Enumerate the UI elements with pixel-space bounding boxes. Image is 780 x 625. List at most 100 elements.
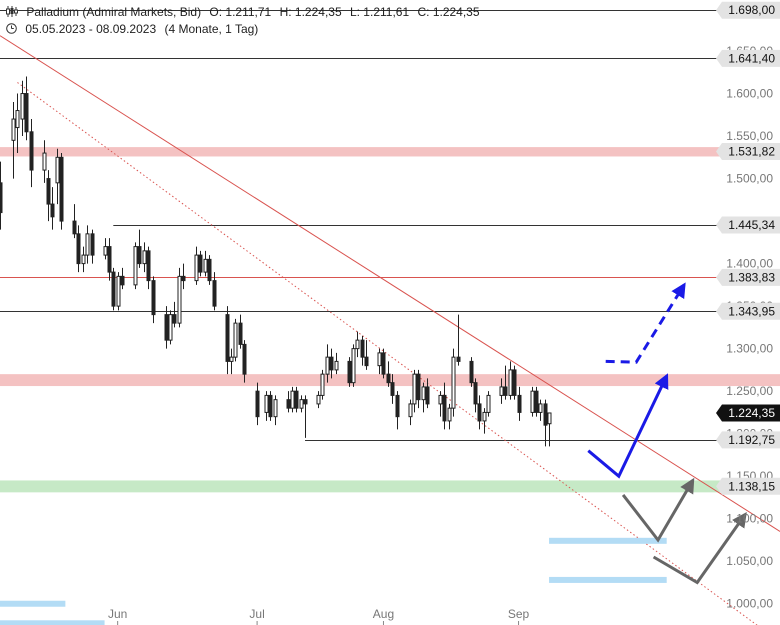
candle-body-down xyxy=(207,258,212,282)
candle xyxy=(198,250,203,277)
candle xyxy=(538,399,543,421)
candle-body-up xyxy=(81,254,86,265)
y-tick-label: 1.000,00 xyxy=(726,597,773,611)
candle-body-down xyxy=(381,352,386,375)
candle-body-down xyxy=(512,369,517,396)
y-tick-label: 1.050,00 xyxy=(726,554,773,568)
candle xyxy=(264,391,269,421)
candle-body-down xyxy=(0,182,3,214)
candle-body-up xyxy=(421,386,426,401)
candle xyxy=(116,272,121,311)
y-tick-label: 1.300,00 xyxy=(726,342,773,356)
scenario-paths-layer xyxy=(587,282,747,585)
candle-body-down xyxy=(473,382,478,405)
candle xyxy=(142,242,147,273)
candle xyxy=(408,399,413,426)
candle xyxy=(416,369,421,409)
candlestick-icon xyxy=(6,5,21,19)
trendlines-layer xyxy=(0,35,780,625)
candle xyxy=(203,250,208,277)
candle xyxy=(81,246,86,273)
candle xyxy=(268,391,273,421)
candle-body-down xyxy=(442,394,447,422)
candle-body-down xyxy=(164,314,169,341)
high-value: H: 1.224,35 xyxy=(279,5,342,19)
candle-body-up xyxy=(299,399,304,409)
candle xyxy=(290,386,295,413)
candle-body-down xyxy=(29,131,34,171)
price-level-tag: 1.698,00 xyxy=(716,1,780,19)
price-tag-background xyxy=(716,1,780,19)
candle xyxy=(233,318,238,362)
price-tag-label: 1.641,40 xyxy=(728,51,775,65)
candle-body-down xyxy=(50,203,55,218)
candle xyxy=(72,204,77,239)
scenario-path-arrow xyxy=(652,512,747,585)
scenario-path-arrow xyxy=(587,373,669,479)
candle-body-up xyxy=(20,93,25,120)
candles-layer xyxy=(0,76,552,447)
candle-body-down xyxy=(107,246,112,273)
candle xyxy=(530,386,535,417)
candle-body-down xyxy=(225,314,230,362)
candle-body-up xyxy=(229,356,234,362)
candle-body-down xyxy=(286,399,291,409)
candle-body-down xyxy=(364,356,369,367)
candle xyxy=(85,225,90,264)
candle-body-up xyxy=(273,399,278,418)
candle xyxy=(59,153,64,230)
x-tick-label: Jul xyxy=(249,607,264,621)
candle-body-down xyxy=(198,254,203,273)
price-tag-background xyxy=(716,216,780,234)
scenario-path-arrow xyxy=(621,477,695,543)
forecast-markers-layer xyxy=(0,537,667,625)
candle-body-up xyxy=(530,390,535,413)
date-range-header: 05.05.2023 - 08.09.2023 (4 Monate, 1 Tag… xyxy=(6,22,263,36)
candle xyxy=(386,361,391,387)
candle xyxy=(473,378,478,413)
period-label: (4 Monate, 1 Tag) xyxy=(164,22,259,36)
candle-body-up xyxy=(42,152,47,171)
trendline-dotted xyxy=(17,82,758,625)
candle-body-up xyxy=(438,394,443,405)
forecast-marker xyxy=(549,576,667,583)
forecast-marker xyxy=(0,620,105,625)
candle xyxy=(50,187,55,230)
price-level-tag: 1.641,40 xyxy=(716,49,780,67)
candle-body-down xyxy=(416,373,421,401)
y-tick-label: 1.600,00 xyxy=(726,87,773,101)
candle-body-up xyxy=(85,233,90,256)
candle xyxy=(181,263,186,290)
price-tag-label: 1.138,15 xyxy=(728,479,775,493)
candle xyxy=(364,340,369,370)
candle xyxy=(442,382,447,430)
candle-body-down xyxy=(137,246,142,265)
candle xyxy=(11,102,16,179)
candle xyxy=(347,357,352,387)
candle xyxy=(395,391,400,430)
candle-body-up xyxy=(55,156,60,184)
candle xyxy=(212,272,217,311)
candle-body-down xyxy=(181,275,186,282)
candle-body-down xyxy=(517,394,522,413)
instrument-name: Palladium (Admiral Markets, Bid) xyxy=(26,5,202,19)
forecast-marker xyxy=(0,600,66,607)
candle xyxy=(242,340,247,383)
candle xyxy=(151,276,156,324)
candle-body-up xyxy=(316,394,321,405)
candle xyxy=(451,348,456,417)
candle-body-up xyxy=(538,403,543,413)
candle-body-up xyxy=(142,250,147,265)
candle-body-up xyxy=(334,360,339,371)
price-zone xyxy=(0,147,780,157)
candle xyxy=(381,348,386,379)
candle xyxy=(286,391,291,413)
candle-body-up xyxy=(451,356,456,409)
candle xyxy=(273,395,278,426)
y-axis: 1.650,001.600,001.550,001.500,001.400,00… xyxy=(726,44,773,611)
candle xyxy=(107,238,112,281)
candle xyxy=(207,255,212,285)
candle-body-down xyxy=(386,373,391,384)
candle-body-up xyxy=(11,118,16,141)
